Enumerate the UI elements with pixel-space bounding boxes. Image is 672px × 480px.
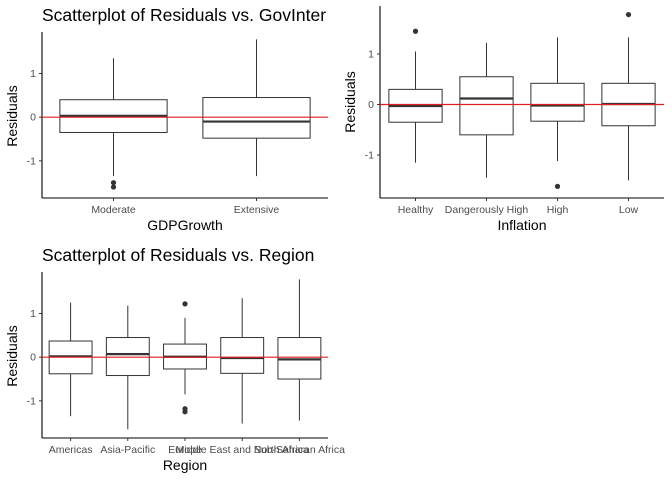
x-tick-label: Asia-Pacific [100,444,155,456]
panel-inflation-y-tick-labels: -1 0 1 [365,49,375,162]
outlier-point [182,301,188,307]
box-moderate [59,58,168,190]
y-tick-label: 0 [368,99,374,111]
outlier-point [554,183,561,189]
panel-region-xlabel: Region [163,457,207,473]
panel-inflation: Inflation Residuals -1 0 1 Healthy Dangerou… [342,6,664,233]
iqr-box [220,337,265,374]
outlier-point [412,28,419,34]
box-americas [48,302,93,417]
x-tick-label: Europe [168,444,202,456]
y-tick-label: -1 [365,150,374,162]
iqr-box [202,97,311,139]
x-tick-label: High [547,204,569,216]
panel-inflation-ylabel: Residuals [342,71,358,132]
box-extensive [202,39,311,177]
panel-region-title: Scatterplot of Residuals vs. Region [42,245,314,265]
x-tick-label: Extensive [234,204,280,216]
panel-govinter-ylabel: Residuals [4,85,20,146]
panel-inflation-xlabel: Inflation [497,217,546,233]
outlier-point [182,409,188,415]
y-tick-label: -1 [27,395,36,407]
panel-govinter-x-tick-labels: Moderate Extensive [91,204,279,216]
outlier-point [110,180,117,186]
box-healthy [388,28,443,163]
panel-govinter-marks [39,32,328,201]
y-tick-label: -1 [27,155,36,167]
box-europe [163,301,207,415]
box-high [530,37,585,189]
panel-region: Scatterplot of Residuals vs. Region Regi… [4,245,345,473]
panel-govinter-xlabel: GDPGrowth [147,217,222,233]
panel-govinter-title: Scatterplot of Residuals vs. GovInter [42,5,326,25]
box-dangerously-high [459,42,514,178]
outlier-point [110,184,117,190]
iqr-box [105,337,150,377]
x-tick-label: Sub-Saharan Africa [254,444,345,456]
panel-inflation-x-tick-labels: Healthy Dangerously High High Low [398,204,639,216]
x-tick-label: Americas [49,444,93,456]
panel-inflation-marks [377,6,664,201]
box-sub-saharan-africa [277,279,322,421]
outlier-point [625,11,632,18]
y-tick-label: 0 [30,352,36,364]
y-tick-label: 1 [368,49,374,61]
box-asia-pacific [105,305,150,430]
x-tick-label: Low [619,204,639,216]
x-tick-label: Middle East and North Africa [176,444,309,456]
y-tick-label: 1 [30,68,36,80]
iqr-box [459,76,514,136]
x-tick-label: Moderate [91,204,136,216]
panel-region-ylabel: Residuals [4,325,20,386]
panel-govinter: Scatterplot of Residuals vs. GovInter GD… [4,5,328,233]
panel-govinter-y-tick-labels: -1 0 1 [27,68,37,167]
y-tick-label: 1 [30,308,36,320]
box-middle-east-and-north-africa [220,298,265,424]
y-tick-label: 0 [30,112,36,124]
x-tick-label: Healthy [398,204,434,216]
panel-region-y-tick-labels: -1 0 1 [27,308,37,407]
iqr-box [530,82,585,122]
box-low [601,11,656,181]
x-tick-label: Dangerously High [445,204,529,216]
panel-region-marks [39,272,328,441]
